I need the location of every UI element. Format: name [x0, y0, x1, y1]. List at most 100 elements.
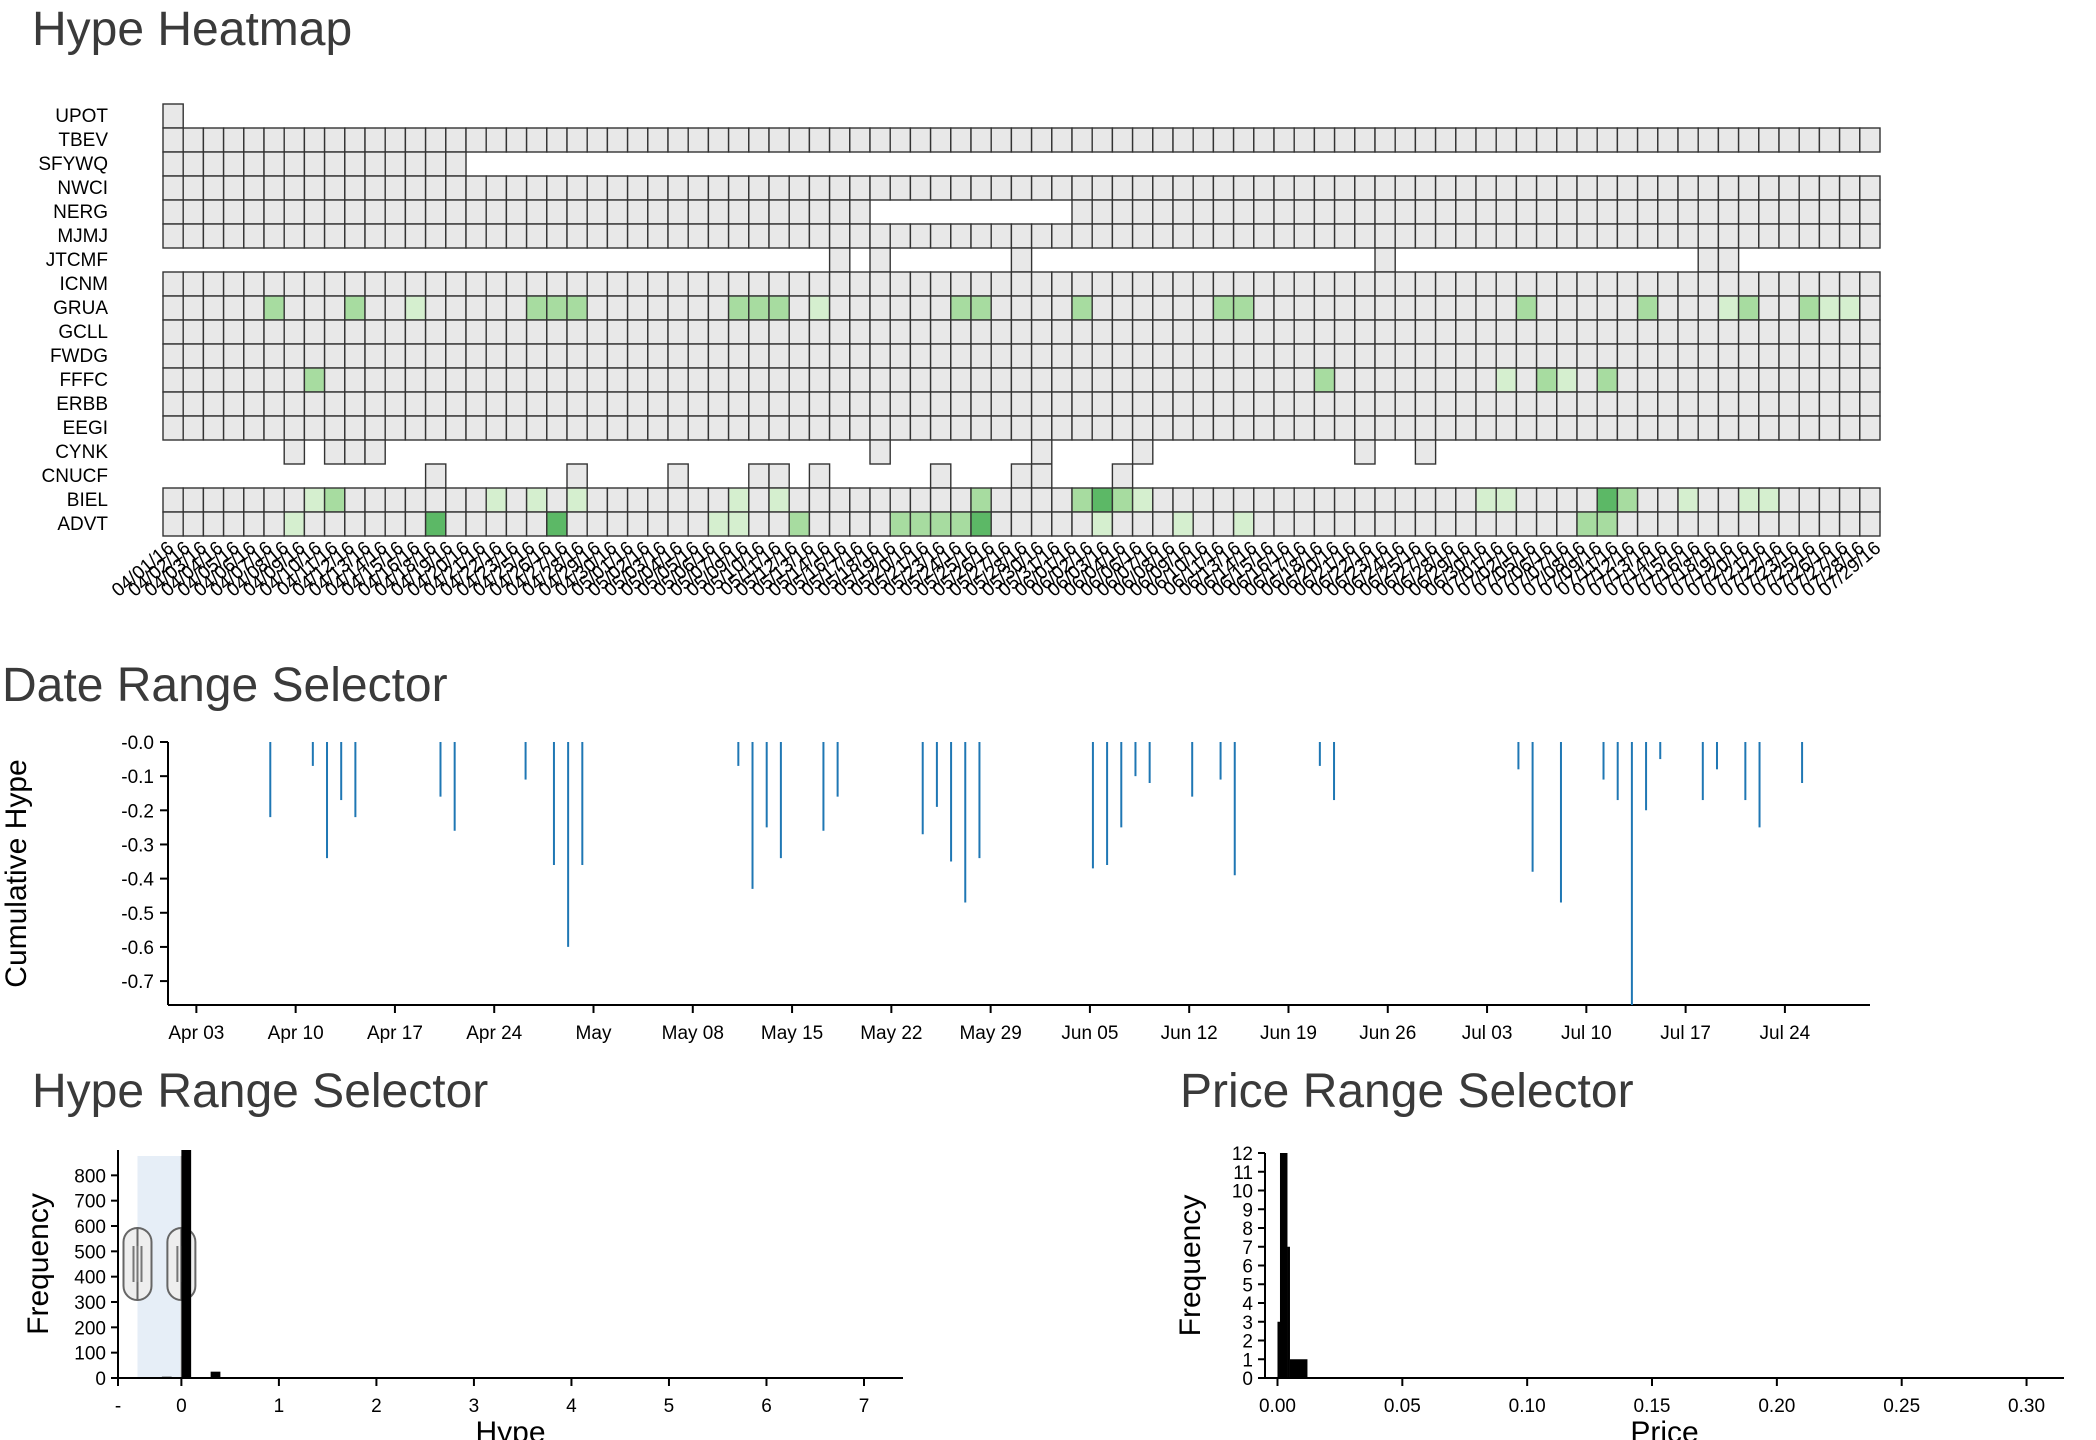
heatmap-cell — [626, 199, 649, 225]
heatmap-cell — [202, 199, 225, 225]
heatmap-cell — [1758, 223, 1780, 249]
price-hist-y-tick-label: 7 — [1242, 1238, 1253, 1259]
heatmap-cell — [1657, 271, 1679, 297]
heatmap-cell — [1293, 487, 1316, 513]
heatmap-cell — [1333, 343, 1356, 369]
heatmap-cell — [788, 487, 811, 513]
price-hist-y-tick-label: 3 — [1242, 1313, 1253, 1334]
heatmap-cell — [404, 319, 427, 345]
heatmap-cell — [1778, 319, 1800, 345]
heatmap-cell — [1677, 511, 1699, 537]
date-x-tick-label: Apr 10 — [268, 1023, 324, 1044]
heatmap-cell — [869, 295, 891, 321]
heatmap-cell — [626, 415, 649, 441]
heatmap-cell — [222, 319, 245, 345]
heatmap-cell — [1414, 271, 1437, 297]
heatmap-cell — [1273, 415, 1295, 441]
heatmap-cell — [1758, 487, 1780, 513]
heatmap-cell — [222, 127, 245, 153]
heatmap-cell — [424, 295, 447, 321]
heatmap-cell — [1131, 175, 1154, 201]
heatmap-cell — [222, 199, 245, 225]
heatmap-cell — [727, 199, 750, 225]
heatmap-cell — [1737, 199, 1760, 225]
heatmap-cell — [1859, 175, 1881, 201]
heatmap-cell — [1495, 319, 1518, 345]
heatmap-cell — [1091, 367, 1114, 393]
heatmap-cell — [1515, 367, 1538, 393]
heatmap-cell — [303, 415, 326, 441]
heatmap-cell — [1636, 223, 1659, 249]
heatmap-cell — [1535, 319, 1558, 345]
heatmap-cell — [485, 175, 508, 201]
heatmap-cell — [586, 271, 609, 297]
heatmap-cell — [1152, 343, 1174, 369]
heatmap-cell — [1677, 319, 1699, 345]
heatmap-cell — [1475, 415, 1497, 441]
heatmap-cell — [586, 223, 609, 249]
heatmap-cell — [182, 391, 205, 417]
heatmap-cell — [162, 415, 184, 441]
heatmap-cell — [1636, 367, 1659, 393]
heatmap-cell — [243, 487, 265, 513]
heatmap-cell — [1495, 175, 1518, 201]
heatmap-cell — [1596, 343, 1619, 369]
heatmap-cell — [1576, 127, 1598, 153]
heatmap-cell — [1152, 295, 1174, 321]
heatmap-cell — [707, 511, 730, 537]
heatmap-cell — [546, 271, 568, 297]
heatmap-cell — [929, 319, 952, 345]
heatmap-cell — [1859, 343, 1881, 369]
heatmap-cell — [1152, 487, 1174, 513]
heatmap-cell — [1515, 223, 1538, 249]
heatmap-cell — [727, 343, 750, 369]
heatmap-cell — [505, 175, 528, 201]
heatmap-cell — [1010, 511, 1033, 537]
heatmap-cell — [1798, 391, 1821, 417]
heatmap-cell — [505, 415, 528, 441]
heatmap-cell — [364, 127, 386, 153]
heatmap-cell — [1737, 127, 1760, 153]
heatmap-cell — [1293, 223, 1316, 249]
heatmap-cell — [1717, 415, 1740, 441]
heatmap-cell — [1354, 271, 1376, 297]
heatmap-cell — [1838, 511, 1861, 537]
heatmap-cell — [1414, 511, 1437, 537]
heatmap-cell — [1172, 199, 1194, 225]
heatmap-cell — [788, 367, 811, 393]
price-hist-x-tick-label: 0.05 — [1384, 1396, 1421, 1417]
heatmap-cell — [707, 199, 730, 225]
heatmap-cell — [849, 271, 871, 297]
price-hist-y-tick-label: 1 — [1242, 1350, 1253, 1371]
heatmap-cell — [909, 175, 932, 201]
heatmap-cell — [869, 343, 891, 369]
heatmap-cell — [525, 367, 548, 393]
heatmap-cell — [323, 415, 346, 441]
heatmap-cell — [889, 415, 912, 441]
heatmap-cell — [1475, 199, 1497, 225]
heatmap-cell — [323, 151, 346, 177]
heatmap-cell — [1313, 391, 1336, 417]
heatmap-cell — [1313, 319, 1336, 345]
heatmap-cell — [1798, 367, 1821, 393]
heatmap-cell — [606, 367, 629, 393]
heatmap-cell — [1091, 295, 1114, 321]
heatmap-cell — [1495, 367, 1518, 393]
price-hist-bar — [1289, 1359, 1308, 1378]
heatmap-cell — [1677, 343, 1699, 369]
heatmap-cell — [202, 271, 225, 297]
heatmap-cell — [566, 175, 588, 201]
heatmap-cell — [1616, 295, 1639, 321]
heatmap-cell — [1293, 319, 1316, 345]
heatmap-cell — [1758, 511, 1780, 537]
heatmap-cell — [263, 175, 285, 201]
heatmap-cell — [1657, 295, 1679, 321]
heatmap-cell — [182, 415, 205, 441]
date-x-tick-label: May — [576, 1023, 612, 1044]
heatmap-cell — [1556, 199, 1578, 225]
date-range-chart: -0.0 -0.1 -0.2 -0.3 -0.4 -0.5 -0.6 -0.7 Apr 03 Ap… — [0, 733, 1870, 1044]
heatmap-cell — [1354, 199, 1376, 225]
heatmap-cell — [323, 271, 346, 297]
heatmap-cell — [243, 319, 265, 345]
brush-handle-left[interactable] — [122, 1226, 153, 1302]
